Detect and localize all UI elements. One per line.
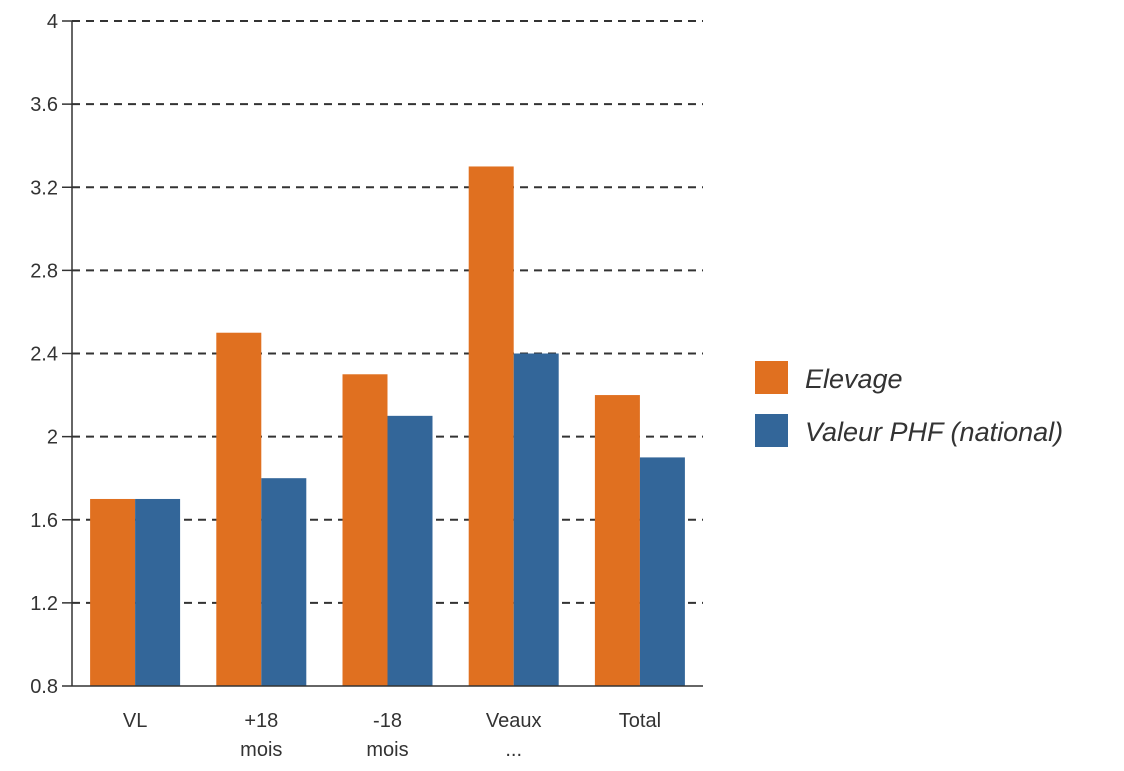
bar-valeur-phf-national-4 xyxy=(639,457,685,686)
x-tick-label-line: ... xyxy=(505,739,522,761)
y-tick-labels: 0.8 1.2 1.6 2 2.4 2.8 3.2 3.6 4 xyxy=(30,11,58,698)
y-tick-label: 3.6 xyxy=(30,94,58,116)
legend-swatch xyxy=(755,414,788,447)
legend-label: Valeur PHF (national) xyxy=(805,417,1063,447)
bar-elevage-4 xyxy=(594,395,640,686)
bar-valeur-phf-national-2 xyxy=(387,415,433,686)
y-tick-label: 1.6 xyxy=(30,510,58,532)
bar-valeur-phf-national-1 xyxy=(261,478,307,686)
x-tick-label: Veaux... xyxy=(486,710,542,761)
y-tick-label: 1.2 xyxy=(30,593,58,615)
y-tick-label: 2.8 xyxy=(30,260,58,282)
y-tick-label: 2.4 xyxy=(30,344,58,366)
y-tick-label: 4 xyxy=(47,11,58,33)
legend-label: Elevage xyxy=(805,364,903,394)
x-tick-label-line: mois xyxy=(366,739,408,761)
x-tick-label-line: Total xyxy=(619,710,661,732)
x-tick-labels: VL +18 mois -18 mois Veaux ... Total xyxy=(123,710,661,761)
bar-elevage-0 xyxy=(90,498,136,686)
x-tick-label-line: mois xyxy=(240,739,282,761)
legend: Elevage Valeur PHF (national) xyxy=(755,361,1063,447)
x-tick-label: VL xyxy=(123,710,147,732)
legend-swatch xyxy=(755,361,788,394)
x-tick-label: -18 mois xyxy=(366,710,408,761)
bars xyxy=(90,166,685,686)
x-tick-label-line: VL xyxy=(123,710,147,732)
y-tick-label: 0.8 xyxy=(30,676,58,698)
y-tick-label: 3.2 xyxy=(30,177,58,199)
bar-elevage-3 xyxy=(468,166,514,686)
y-tick-label: 2 xyxy=(47,427,58,449)
x-tick-label: +18 mois xyxy=(240,710,282,761)
bar-elevage-1 xyxy=(216,332,262,686)
x-tick-label-line: Veaux xyxy=(486,710,542,732)
bar-valeur-phf-national-3 xyxy=(513,353,559,686)
x-tick-label: Total xyxy=(619,710,661,732)
axes xyxy=(62,20,703,687)
x-tick-label-line: -18 xyxy=(373,710,402,732)
bar-valeur-phf-national-0 xyxy=(135,498,181,686)
bar-elevage-2 xyxy=(342,374,388,686)
x-tick-label-line: +18 xyxy=(244,710,278,732)
